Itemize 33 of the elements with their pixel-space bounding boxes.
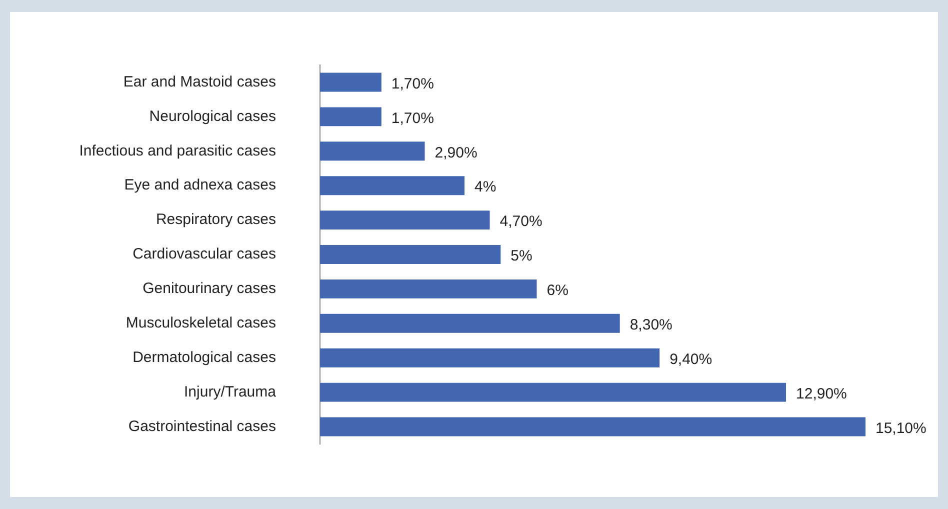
y-tick-label: Gastrointestinal cases xyxy=(128,418,276,435)
y-tick-label: Neurological cases xyxy=(149,108,276,125)
bar xyxy=(320,348,660,368)
bar xyxy=(320,382,786,402)
bar xyxy=(320,142,425,161)
data-label: 1,70% xyxy=(391,110,434,127)
data-label: 9,40% xyxy=(670,351,712,368)
data-label: 4% xyxy=(474,178,496,196)
data-label: 5% xyxy=(510,248,532,265)
data-label: 1,70% xyxy=(391,75,434,92)
y-tick-label: Cardiovascular cases xyxy=(132,246,276,263)
y-tick-label: Respiratory cases xyxy=(156,211,276,228)
bar xyxy=(320,176,464,196)
y-tick-label: Injury/Trauma xyxy=(184,383,277,400)
data-label: 12,90% xyxy=(796,385,847,402)
bar xyxy=(320,314,620,333)
data-label: 6% xyxy=(546,282,568,300)
data-label: 2,90% xyxy=(434,144,478,162)
bar xyxy=(320,279,537,298)
bar xyxy=(320,210,490,230)
data-label: 4,70% xyxy=(500,213,542,230)
y-tick-label: Musculoskeletal cases xyxy=(126,314,276,332)
bar xyxy=(320,72,382,92)
y-tick-label: Dermatological cases xyxy=(132,349,276,366)
y-tick-label: Ear and Mastoid cases xyxy=(123,73,276,90)
y-tick-label: Infectious and parasitic cases xyxy=(79,142,276,160)
data-label: 8,30% xyxy=(630,316,672,334)
data-label: 15,10% xyxy=(875,420,926,437)
y-tick-label: Genitourinary cases xyxy=(142,280,276,298)
y-tick-label: Eye and adnexa cases xyxy=(124,176,276,194)
bar xyxy=(320,417,866,436)
bar xyxy=(320,107,382,126)
bar xyxy=(320,245,501,264)
